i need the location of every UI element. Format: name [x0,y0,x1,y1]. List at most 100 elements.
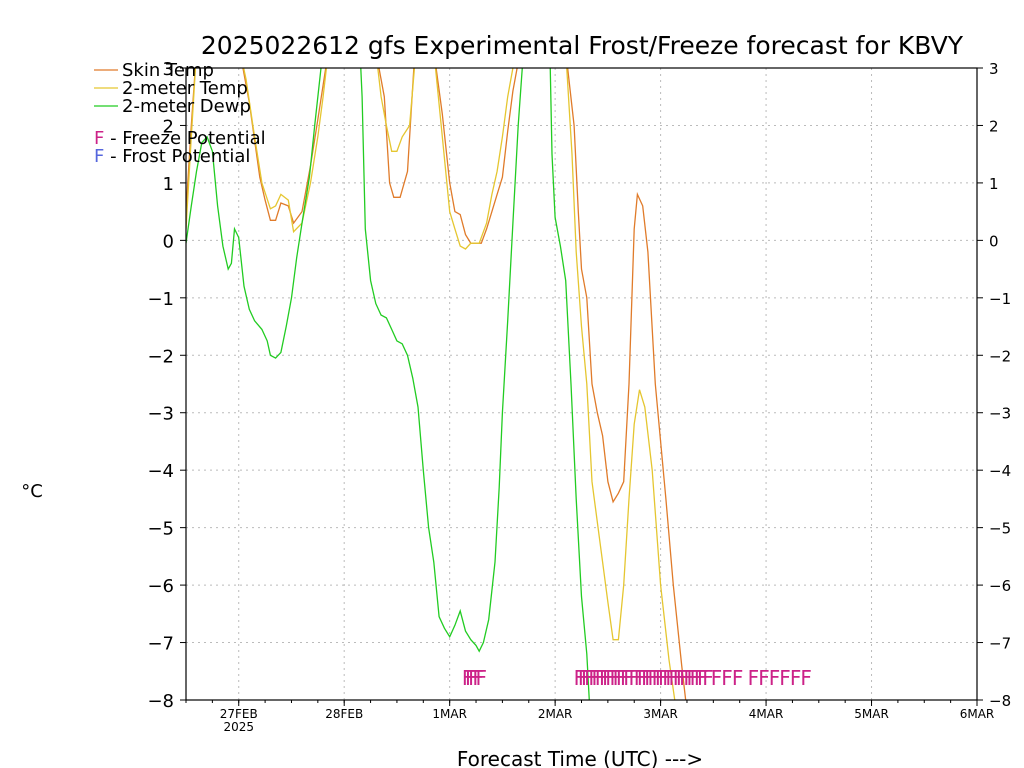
freeze-mark: F [655,666,667,690]
y-axis-label: °C [21,481,43,502]
x-tick-label: 4MAR [749,707,784,721]
y-tick-label: 1 [163,174,174,195]
y-tick-label: 3 [163,59,174,80]
y-tick-label: −8 [147,691,174,712]
y-tick-label: −3 [147,404,174,425]
freeze-mark: F [602,666,614,690]
freeze-mark: F [476,666,488,690]
freeze-mark: F [748,666,760,690]
y-tick-label: −5 [147,519,174,540]
y-tick-label-right: 2 [989,117,999,135]
freeze-mark: F [647,666,659,690]
y-tick-label-right: 0 [989,232,999,250]
freeze-mark: F [711,666,723,690]
y-tick-label: −4 [147,461,174,482]
y-tick-label-right: −7 [989,635,1011,653]
legend-entry: 2-meter Temp [122,78,248,99]
x-tick-label: 6MAR [960,707,995,721]
y-tick-label-right: −2 [989,347,1011,365]
freeze-mark: F [679,666,691,690]
potential-legend-entry: F - Freeze Potential [94,128,266,149]
freeze-mark: F [578,666,590,690]
freeze-mark: F [702,666,714,690]
freeze-mark: F [637,666,649,690]
freeze-mark: F [616,666,628,690]
legend-entry: 2-meter Dewp [122,96,251,117]
y-tick-label: −1 [147,289,174,310]
freeze-mark: F [721,666,733,690]
legend-entry: Skin Temp [122,60,214,81]
freeze-mark: F [623,666,635,690]
y-tick-label: 2 [163,116,174,137]
freeze-mark: F [595,666,607,690]
x-tick-sublabel: 2025 [223,720,254,734]
freeze-mark: F [609,666,621,690]
freeze-mark: F [613,666,625,690]
plot-frame [185,67,978,701]
freeze-mark: F [465,666,477,690]
freeze-mark: F [694,666,706,690]
freeze-mark: F [662,666,674,690]
freeze-mark: F [769,666,781,690]
y-tick-label-right: 1 [989,175,999,193]
freeze-mark: F [462,666,474,690]
freeze-mark: F [676,666,688,690]
freeze-mark: F [592,666,604,690]
y-axis-ticks: 3 3 2 2 1 1 0 0 −1 −1 −2 −2 −3 −3 −4 −4 −5 −5 −6 −6 −7 −7 −8 −8 [147,59,1011,712]
freeze-mark: F [690,666,702,690]
freeze-mark: F [584,666,596,690]
freeze-mark: F [588,666,600,690]
y-tick-label-right: −4 [989,462,1011,480]
freeze-mark: F [620,666,632,690]
x-tick-label: 1MAR [432,707,467,721]
freeze-mark: F [641,666,653,690]
x-tick-label: 5MAR [854,707,889,721]
freeze-mark: F [665,666,677,690]
freeze-mark: F [644,666,656,690]
freeze-mark: F [468,666,480,690]
x-tick-label: 27FEB [220,707,258,721]
y-tick-label-right: −3 [989,405,1011,423]
x-axis-label: Forecast Time (UTC) ---> [457,747,703,768]
series-line-2-meter-temp [186,68,676,700]
y-tick-label-right: 3 [989,60,999,78]
potential-legend-entry: F - Frost Potential [94,146,250,167]
freeze-mark: F [658,666,670,690]
freeze-mark: F [574,666,586,690]
y-tick-label: −7 [147,634,174,655]
freeze-mark: F [732,666,744,690]
freeze-mark: F [790,666,802,690]
freeze-mark: F [758,666,770,690]
y-tick-label-right: −6 [989,577,1011,595]
freeze-mark: F [652,666,664,690]
freeze-mark: F [472,666,484,690]
freeze-mark: F [634,666,646,690]
x-tick-label: 3MAR [643,707,678,721]
freeze-mark: F [599,666,611,690]
series-lines [186,68,687,700]
freeze-mark: F [779,666,791,690]
freeze-mark: F [800,666,812,690]
series-line-2-meter-dewp [186,68,590,700]
freeze-mark: F [686,666,698,690]
y-tick-label: −2 [147,346,174,367]
freeze-mark: F [683,666,695,690]
freeze-mark: F [697,666,709,690]
x-tick-label: 2MAR [538,707,573,721]
y-tick-label-right: −8 [989,692,1011,710]
freeze-mark: F [628,666,640,690]
y-tick-label-right: −5 [989,520,1011,538]
grid [186,67,978,701]
y-tick-label: 0 [163,231,174,252]
freeze-mark: F [581,666,593,690]
chart-title: 2025022612 gfs Experimental Frost/Freeze… [201,31,964,60]
freeze-mark: F [669,666,681,690]
y-tick-label: −6 [147,576,174,597]
freeze-mark: F [673,666,685,690]
x-tick-label: 28FEB [325,707,363,721]
y-tick-label-right: −1 [989,290,1011,308]
